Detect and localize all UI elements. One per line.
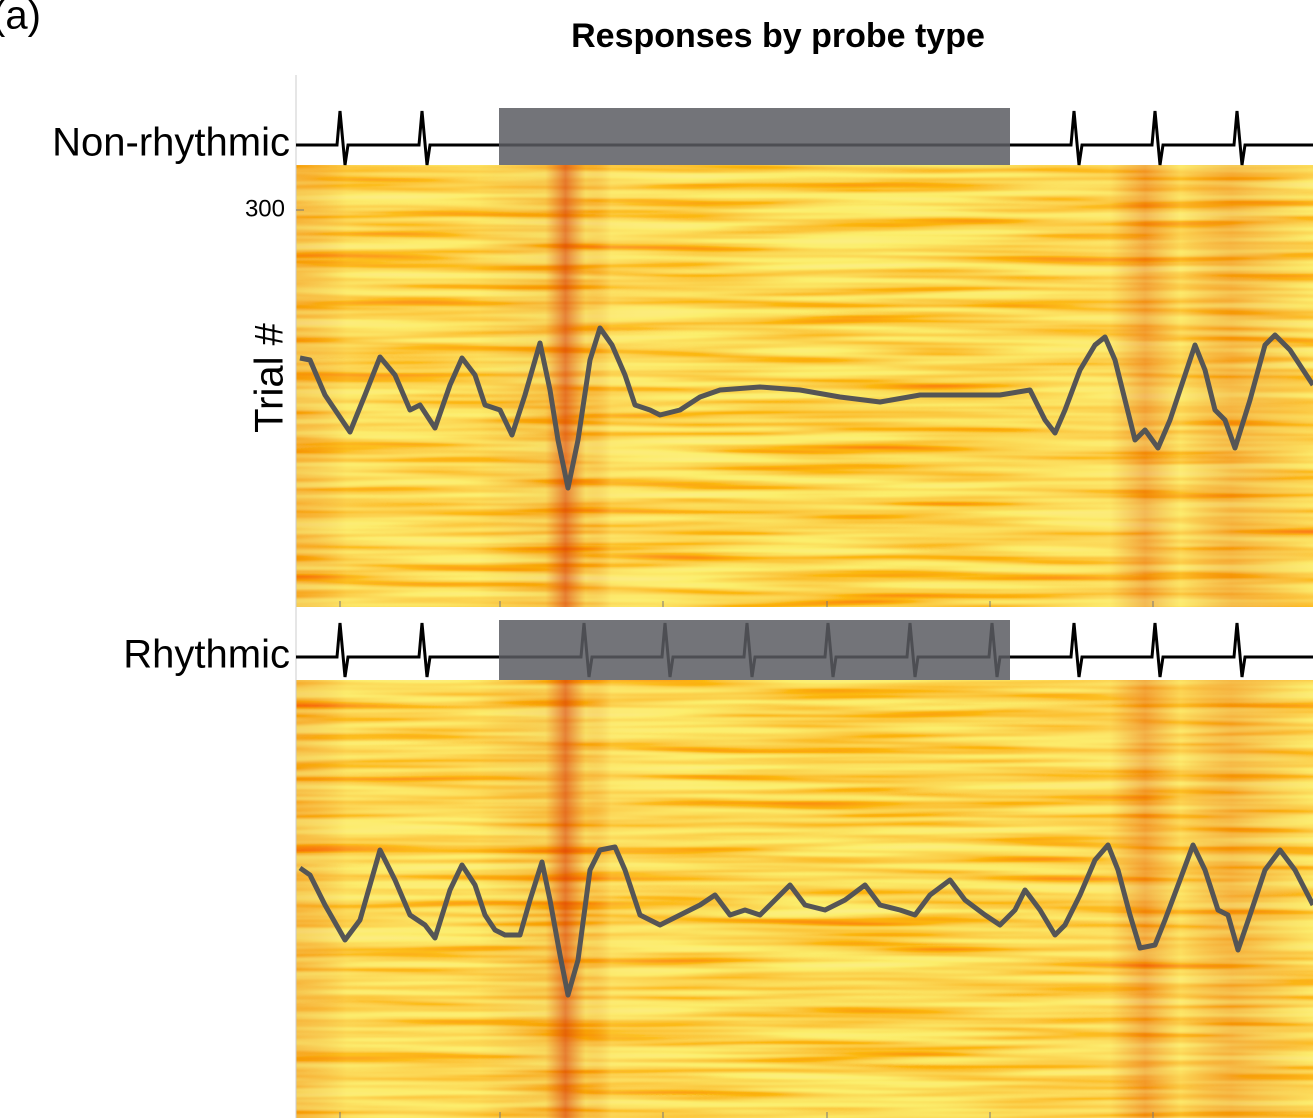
heatmap-bands [296, 165, 1313, 607]
legend-label: Non-rhythmic [52, 121, 290, 165]
figure-label: (a) [0, 0, 41, 38]
chart-title: Responses by probe type [571, 17, 985, 55]
y-tick-label: 300 [245, 195, 285, 222]
y-axis-label: Trial # [248, 322, 292, 432]
mean-trace [299, 325, 1313, 491]
legend-label: Rhythmic [123, 633, 290, 677]
mean-trace [298, 842, 1313, 998]
stimulus [296, 110, 1313, 166]
heatmap-bands [296, 680, 1313, 1118]
probe-window [499, 108, 1010, 165]
probe-window [499, 620, 1010, 680]
